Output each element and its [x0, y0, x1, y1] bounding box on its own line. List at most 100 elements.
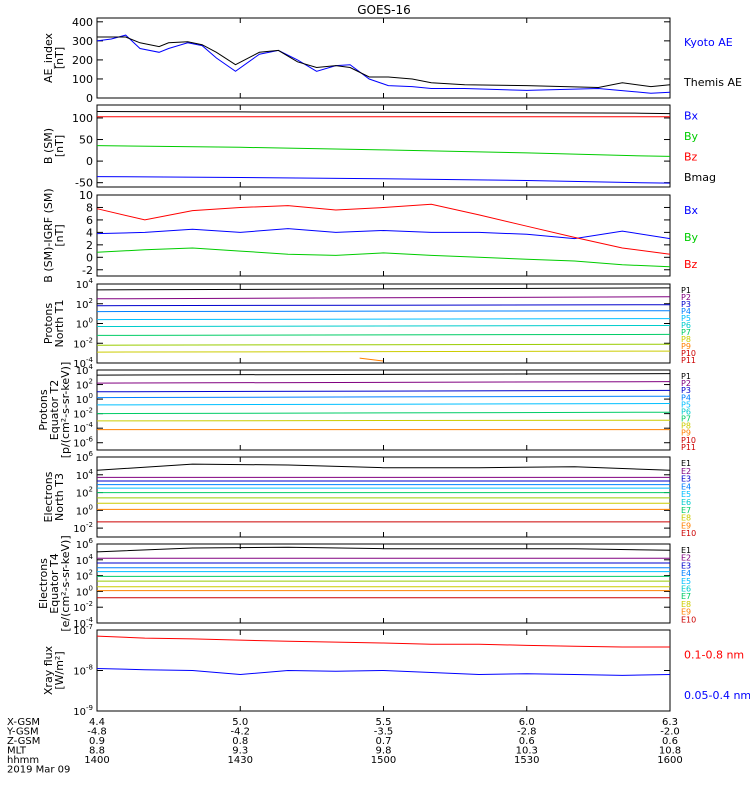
y-tick-label: 10-7	[73, 623, 93, 637]
axis-row-label: Z-GSM	[7, 736, 40, 747]
channel-label: P3	[681, 300, 691, 309]
channel-label: E4	[681, 569, 691, 578]
axis-row-value: 6.0	[519, 717, 535, 728]
axis-row-value: -2.0	[660, 727, 680, 738]
panel-y-label: [W/m²]	[53, 651, 66, 689]
series-line	[96, 343, 671, 346]
axis-row-value: -4.2	[230, 727, 250, 738]
series-line	[96, 296, 671, 300]
channel-label: P8	[681, 335, 691, 344]
panel-y-label: Electrons	[42, 471, 55, 522]
y-tick-label: -50	[75, 177, 93, 190]
channel-label: E8	[681, 514, 691, 523]
y-tick-label: 100	[76, 503, 93, 517]
series-line	[96, 34, 671, 94]
series-line	[96, 203, 671, 255]
y-tick-label: 2	[86, 239, 93, 252]
y-tick-label: 100	[76, 584, 93, 598]
channel-label: E3	[681, 561, 691, 570]
channel-label: E1	[681, 459, 691, 468]
y-tick-label: 106	[76, 537, 94, 551]
y-tick-label: 300	[72, 35, 93, 48]
y-tick-label: 100	[76, 392, 93, 406]
channel-label: P2	[681, 379, 691, 388]
axis-row-label: X-GSM	[7, 717, 40, 728]
channel-label: P11	[681, 443, 696, 452]
channel-label: P4	[681, 393, 691, 402]
channel-label: P7	[681, 328, 691, 337]
channel-label: P5	[681, 314, 691, 323]
axis-row-value: 1530	[514, 755, 539, 766]
axis-row-label: hhmm	[7, 755, 39, 766]
legend-label: 0.1-0.8 nm	[684, 648, 744, 661]
panel-y-label: Equator T2	[48, 380, 61, 440]
y-tick-label: 10-4	[73, 356, 93, 370]
panel-y-label: B (SM)-IGRF (SM)	[42, 188, 55, 282]
y-tick-label: 6	[86, 214, 93, 227]
y-tick-label: 10-9	[73, 704, 93, 718]
y-tick-label: 10-8	[73, 664, 93, 678]
panel-y-label: Protons	[42, 303, 55, 344]
axis-row-value: 0.6	[662, 736, 678, 747]
channel-label: P2	[681, 293, 691, 302]
panel-y-label: Xray flux	[42, 645, 55, 695]
series-line	[96, 145, 671, 157]
channel-label: P9	[681, 342, 691, 351]
y-tick-label: 0	[86, 92, 93, 105]
y-tick-label: 10-2	[73, 600, 93, 614]
channel-label: E9	[681, 521, 691, 530]
panel-y-label: North T3	[53, 473, 66, 521]
series-line	[96, 403, 671, 406]
axis-row-value: -2.8	[517, 727, 537, 738]
y-tick-label: 10-4	[73, 421, 93, 435]
channel-label: E2	[681, 554, 691, 563]
series-line	[96, 668, 671, 676]
series-line	[96, 310, 671, 313]
y-tick-label: 10-2	[73, 521, 93, 535]
channel-label: P9	[681, 429, 691, 438]
axis-row-value: 0.8	[232, 736, 248, 747]
legend-label: Bz	[684, 258, 698, 271]
series-line	[359, 357, 384, 362]
axis-row-value: 5.0	[232, 717, 248, 728]
channel-label: E2	[681, 467, 691, 476]
axis-row-value: 5.5	[376, 717, 392, 728]
y-tick-label: 50	[79, 134, 93, 147]
panel-y-label: Electrons	[37, 558, 50, 609]
axis-row-value: 9.8	[376, 746, 392, 757]
series-line	[96, 228, 671, 240]
legend-label: Kyoto AE	[684, 36, 733, 49]
legend-label: By	[684, 130, 699, 143]
axis-row-label: MLT	[7, 746, 27, 757]
series-line	[96, 381, 671, 384]
axis-row-value: 0.6	[519, 736, 535, 747]
channel-label: E7	[681, 592, 691, 601]
legend-label: Bx	[684, 109, 699, 122]
y-tick-label: 104	[76, 277, 94, 291]
y-tick-label: 8	[86, 201, 93, 214]
y-tick-label: 10-6	[73, 436, 93, 450]
y-tick-label: 100	[72, 73, 93, 86]
series-line	[97, 36, 671, 89]
series-line	[96, 419, 671, 422]
series-line	[96, 318, 671, 321]
channel-label: E3	[681, 475, 691, 484]
y-tick-label: 400	[72, 16, 93, 29]
channel-label: P10	[681, 349, 696, 358]
series-line	[96, 411, 671, 415]
y-tick-label: 104	[76, 553, 94, 567]
y-tick-label: 10-2	[73, 407, 93, 421]
channel-label: P11	[681, 356, 696, 365]
axis-row-value: 9.3	[232, 746, 248, 757]
channel-label: E10	[681, 529, 696, 538]
series-line	[96, 333, 671, 336]
y-tick-label: 102	[76, 569, 93, 583]
series-line	[96, 635, 670, 648]
axis-row-value: 8.8	[89, 746, 105, 757]
series-line	[96, 176, 671, 184]
axis-row-value: 1500	[371, 755, 396, 766]
channel-label: E4	[681, 482, 691, 491]
channel-label: P4	[681, 307, 691, 316]
date-label: 2019 Mar 09	[7, 765, 70, 776]
